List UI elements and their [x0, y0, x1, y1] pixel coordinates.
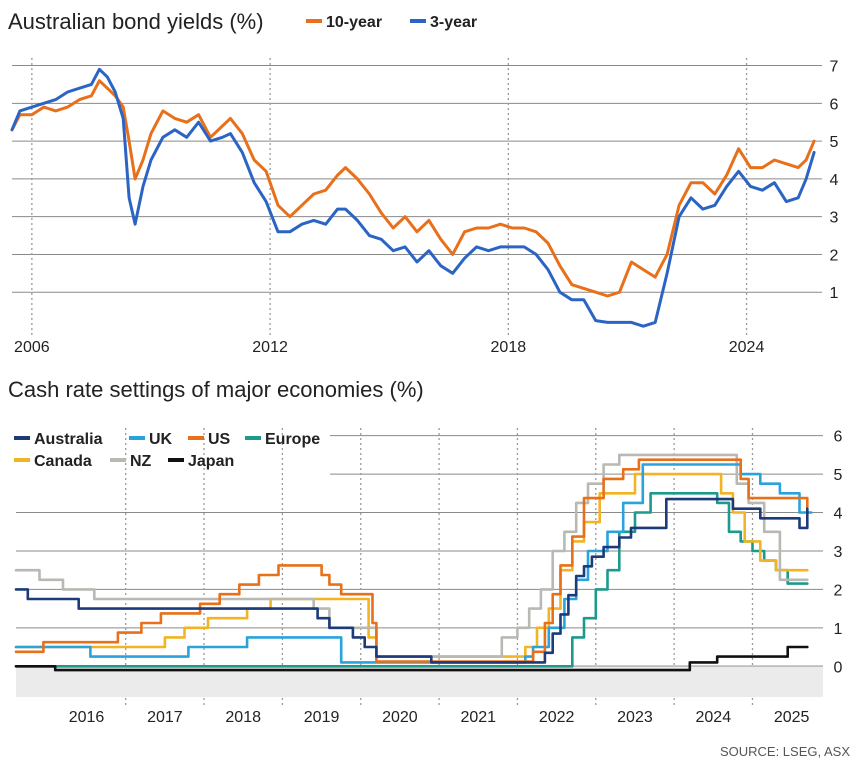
cash-x-tick-label: 2021	[460, 709, 496, 726]
source-note: SOURCE: LSEG, ASX	[720, 744, 850, 759]
series-line-australia	[14, 497, 809, 664]
bond-y-tick-label: 4	[830, 172, 839, 189]
cash-legend: Australia UK US Europe Canada NZ Japan	[14, 431, 320, 470]
bond-y-tick-label: 5	[830, 134, 839, 151]
legend-label-us: US	[208, 431, 231, 448]
bond-series	[10, 67, 816, 328]
legend-label-uk: UK	[149, 431, 173, 448]
bond-gridlines	[12, 65, 822, 293]
cash-y-tick-labels: 0 1 2 3 4 5 6	[834, 429, 843, 677]
cash-x-tick-label: 2019	[304, 709, 340, 726]
cash-x-tick-label: 2024	[696, 709, 732, 726]
bond-y-tick-label: 2	[830, 247, 839, 264]
cash-series	[14, 453, 813, 672]
cash-y-tick-label: 5	[834, 467, 843, 484]
bond-x-tick-labels: 2006 2012 2018 2024	[14, 339, 764, 356]
series-line-uk	[14, 463, 813, 664]
cash-x-tick-label: 2016	[69, 709, 105, 726]
bond-legend: 10-year 3-year	[306, 14, 477, 31]
bond-x-tick-label: 2012	[252, 339, 288, 356]
bond-year-markers	[31, 58, 748, 338]
series-line-canada	[14, 472, 809, 658]
legend-label-10-year: 10-year	[326, 14, 382, 31]
series-line-europe	[14, 492, 809, 668]
cash-x-tick-label: 2025	[774, 709, 810, 726]
cash-x-tick-label: 2017	[147, 709, 183, 726]
series-line-3-year	[10, 67, 816, 328]
cash-rate-chart: Cash rate settings of major economies (%…	[8, 377, 850, 759]
bond-x-tick-label: 2006	[14, 339, 50, 356]
cash-y-tick-label: 6	[834, 429, 843, 446]
cash-y-tick-label: 3	[834, 544, 843, 561]
cash-x-tick-label: 2023	[617, 709, 653, 726]
legend-label-australia: Australia	[34, 431, 103, 448]
cash-x-tick-label: 2020	[382, 709, 418, 726]
series-line-us	[14, 458, 809, 663]
series-line-10-year	[10, 79, 816, 298]
bond-y-tick-label: 1	[830, 285, 839, 302]
legend-label-europe: Europe	[265, 431, 320, 448]
legend-label-japan: Japan	[188, 453, 234, 470]
bond-yields-chart: Australian bond yields (%) 10-year 3-yea…	[8, 9, 839, 356]
cash-y-tick-label: 1	[834, 621, 843, 638]
cash-chart-title: Cash rate settings of major economies (%…	[8, 377, 424, 402]
cash-y-tick-label: 4	[834, 506, 843, 523]
legend-label-3-year: 3-year	[430, 14, 477, 31]
cash-x-tick-label: 2022	[539, 709, 575, 726]
cash-y-tick-label: 0	[834, 659, 843, 676]
bond-y-tick-label: 7	[830, 59, 839, 76]
bond-x-tick-label: 2018	[491, 339, 527, 356]
cash-y-tick-label: 2	[834, 582, 843, 599]
bond-x-tick-label: 2024	[729, 339, 765, 356]
bond-y-tick-label: 6	[830, 96, 839, 113]
bond-y-tick-labels: 1 2 3 4 5 6 7	[830, 59, 839, 303]
series-line-nz	[14, 453, 809, 658]
bond-y-tick-label: 3	[830, 210, 839, 227]
bond-chart-title: Australian bond yields (%)	[8, 9, 264, 34]
cash-x-tick-labels: 2016 2017 2018 2019 2020 2021 2022 2023 2024 2025	[69, 709, 810, 726]
legend-label-nz: NZ	[130, 453, 152, 470]
series-line-japan	[14, 645, 809, 672]
cash-x-tick-label: 2018	[225, 709, 261, 726]
legend-label-canada: Canada	[34, 453, 92, 470]
